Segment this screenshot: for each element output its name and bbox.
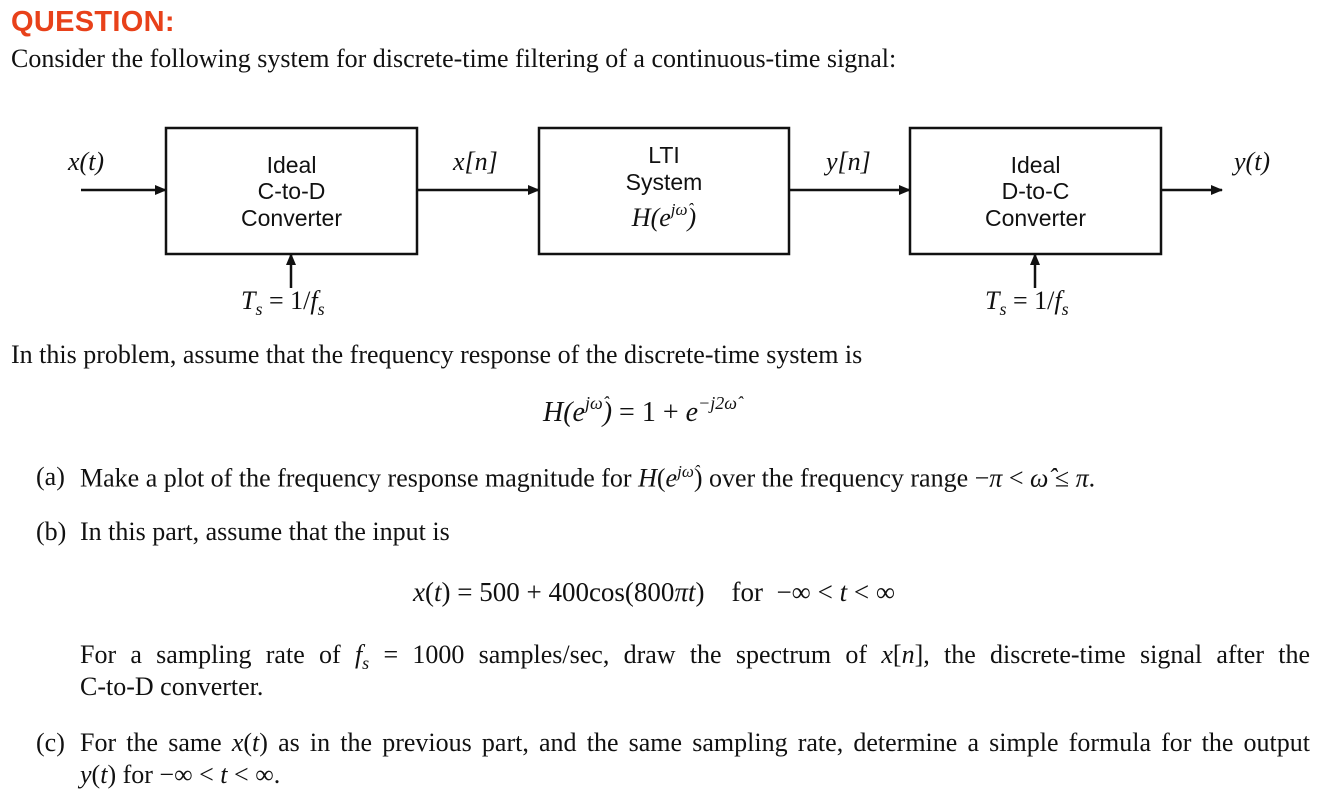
block-diagram: x(t) x[n] y[n] y(t) Ideal C-to-D Convert… (67, 126, 1270, 319)
c-to-d-line-2: C-to-D (258, 178, 326, 204)
d-to-c-line-1: Ideal (1011, 152, 1061, 178)
part-b-continuation-line-2: C-to-D converter. (80, 672, 264, 701)
part-c-tag: (c) (36, 728, 65, 757)
part-b-text: In this part, assume that the input is (80, 517, 450, 546)
part-b-continuation-line-1: For a sampling rate of fs = 1000 samples… (80, 640, 1311, 674)
question-heading: QUESTION: (11, 6, 175, 38)
lti-line-1: LTI (648, 142, 680, 168)
output-signal-label: y(t) (1231, 147, 1270, 176)
lti-frequency-response: H(ejω̂) (631, 200, 696, 232)
lti-line-2: System (626, 169, 703, 195)
sampling-label-left: Ts = 1/fs (241, 286, 325, 319)
part-a-text: Make a plot of the frequency response ma… (80, 462, 1096, 493)
problem-statement: In this problem, assume that the frequen… (11, 340, 863, 369)
intro-text: Consider the following system for discre… (11, 44, 897, 73)
input-signal-equation: x(t) = 500 + 400cos(800πt) for −∞ < t < … (413, 577, 896, 607)
part-c-text-line-1: For the same x(t) as in the previous par… (80, 728, 1310, 757)
frequency-response-equation: H(ejω̂) = 1 + e−j2ω̂ (543, 393, 737, 428)
input-signal-label: x(t) (67, 147, 104, 176)
part-b-tag: (b) (36, 517, 67, 546)
part-c-text-line-2: y(t) for −∞ < t < ∞. (80, 760, 281, 789)
c-to-d-line-1: Ideal (267, 152, 317, 178)
xn-signal-label: x[n] (452, 147, 498, 176)
part-a-tag: (a) (36, 462, 65, 491)
d-to-c-line-2: D-to-C (1002, 178, 1070, 204)
sampling-label-right: Ts = 1/fs (985, 286, 1069, 319)
yn-signal-label: y[n] (823, 147, 871, 176)
d-to-c-line-3: Converter (985, 205, 1086, 231)
c-to-d-line-3: Converter (241, 205, 342, 231)
